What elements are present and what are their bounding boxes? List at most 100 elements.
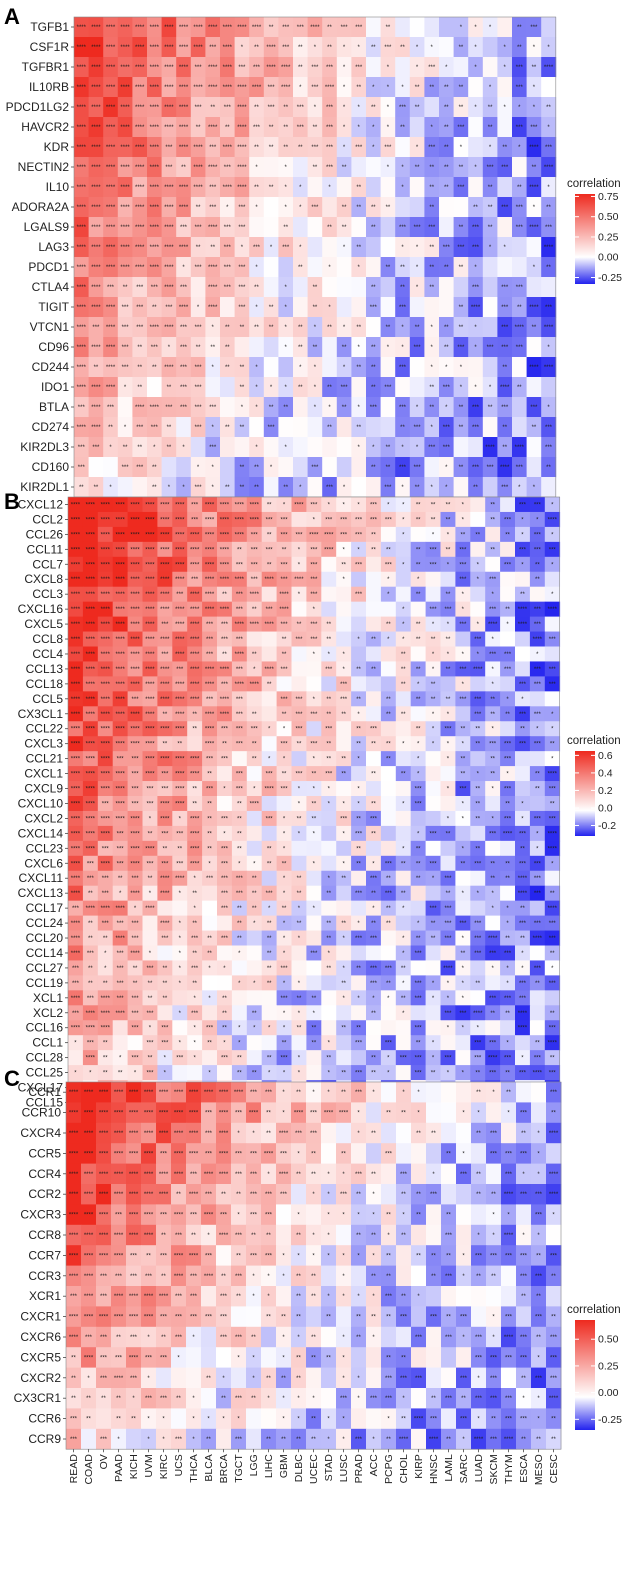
significance-stars: *** xyxy=(444,1056,452,1062)
heatmap-cell xyxy=(500,631,516,647)
heatmap-cell xyxy=(307,297,323,318)
significance-stars: ** xyxy=(356,727,361,733)
significance-stars: ** xyxy=(535,787,540,793)
significance-stars: ** xyxy=(488,105,493,111)
heatmap-cell xyxy=(246,945,263,961)
heatmap-cell xyxy=(246,825,263,842)
significance-stars: **** xyxy=(145,577,155,583)
significance-stars: **** xyxy=(120,265,130,271)
heatmap-cell xyxy=(263,317,279,338)
significance-stars: ** xyxy=(386,1213,391,1219)
significance-stars: **** xyxy=(189,1111,199,1117)
heatmap-cell xyxy=(468,177,484,198)
significance-stars: ** xyxy=(461,772,466,778)
significance-stars: *** xyxy=(399,105,407,111)
heatmap-cell xyxy=(453,237,469,258)
significance-stars: *** xyxy=(238,285,246,291)
heatmap-cell xyxy=(117,277,133,298)
significance-stars: **** xyxy=(529,225,539,231)
significance-stars: ** xyxy=(517,385,522,391)
significance-stars: **** xyxy=(159,1131,169,1137)
heatmap-cell xyxy=(172,1065,188,1081)
significance-stars: *** xyxy=(251,577,259,583)
significance-stars: ** xyxy=(446,592,451,598)
heatmap-cell xyxy=(425,571,441,588)
significance-stars: *** xyxy=(221,727,229,733)
significance-stars: ** xyxy=(240,365,245,371)
heatmap-cell xyxy=(439,97,454,118)
heatmap-cell xyxy=(526,317,542,338)
heatmap-cell xyxy=(366,237,381,258)
heatmap-cell xyxy=(512,77,527,98)
significance-stars: *** xyxy=(415,1026,423,1032)
significance-stars: ** xyxy=(225,345,230,351)
heatmap-cell xyxy=(190,277,206,298)
heatmap-cell xyxy=(366,37,381,58)
significance-stars: ** xyxy=(356,365,361,371)
significance-stars: **** xyxy=(69,1315,79,1321)
significance-stars: ** xyxy=(312,1041,317,1047)
significance-stars: *** xyxy=(195,405,203,411)
significance-stars: * xyxy=(343,85,346,91)
significance-stars: *** xyxy=(176,1056,184,1062)
significance-stars: **** xyxy=(114,1233,124,1239)
significance-stars: **** xyxy=(86,562,96,568)
significance-stars: * xyxy=(285,165,288,171)
significance-stars: *** xyxy=(459,547,467,553)
significance-stars: *** xyxy=(190,1274,198,1280)
heatmap-cell xyxy=(470,541,486,558)
significance-stars: ** xyxy=(371,1233,376,1239)
significance-stars: *** xyxy=(504,787,512,793)
significance-stars: *** xyxy=(220,1315,228,1321)
heatmap-cell xyxy=(455,1050,471,1066)
heatmap-cell xyxy=(395,97,411,118)
significance-stars: ** xyxy=(210,105,215,111)
heatmap-cell xyxy=(291,855,307,872)
significance-stars: **** xyxy=(114,1253,124,1259)
significance-stars: *** xyxy=(132,1056,140,1062)
heatmap-cell xyxy=(132,177,148,198)
heatmap-cell xyxy=(201,1347,217,1368)
significance-stars: * xyxy=(416,45,419,51)
significance-stars: ** xyxy=(88,936,93,942)
row-label: CXCL3 xyxy=(24,737,63,751)
significance-stars: **** xyxy=(86,1011,96,1017)
significance-stars: ** xyxy=(386,742,391,748)
significance-stars: ** xyxy=(103,1056,108,1062)
significance-stars: *** xyxy=(516,225,524,231)
significance-stars: ** xyxy=(520,906,525,912)
significance-stars: **** xyxy=(101,712,111,718)
significance-stars: *** xyxy=(444,607,452,613)
significance-stars: *** xyxy=(487,345,495,351)
heatmap-cell xyxy=(439,117,454,138)
significance-stars: **** xyxy=(91,185,101,191)
heatmap-cell xyxy=(351,601,367,617)
significance-stars: *** xyxy=(415,996,423,1002)
significance-stars: ** xyxy=(475,1071,480,1077)
significance-stars: *** xyxy=(117,831,125,837)
significance-stars: ** xyxy=(356,1315,361,1321)
heatmap-cell xyxy=(515,781,531,797)
significance-stars: ** xyxy=(298,65,303,71)
heatmap-cell xyxy=(529,1005,546,1021)
significance-stars: **** xyxy=(249,1111,259,1117)
heatmap-cell xyxy=(249,297,265,318)
significance-stars: ** xyxy=(488,225,493,231)
significance-stars: *** xyxy=(520,1253,528,1259)
row-label: CXCL2 xyxy=(24,811,63,825)
significance-stars: *** xyxy=(209,405,217,411)
heatmap-cell xyxy=(336,257,352,278)
significance-stars: *** xyxy=(534,502,542,508)
significance-stars: ** xyxy=(282,861,287,867)
heatmap-cell xyxy=(231,751,248,767)
significance-stars: ** xyxy=(267,846,272,852)
significance-stars: ** xyxy=(459,105,464,111)
significance-stars: *** xyxy=(250,1151,258,1157)
significance-stars: **** xyxy=(130,517,140,523)
heatmap-cell xyxy=(161,257,177,278)
significance-stars: *** xyxy=(385,1294,393,1300)
heatmap-cell xyxy=(366,1143,382,1164)
significance-stars: **** xyxy=(160,517,170,523)
significance-stars: ** xyxy=(88,891,93,897)
heatmap-cell xyxy=(512,37,527,58)
